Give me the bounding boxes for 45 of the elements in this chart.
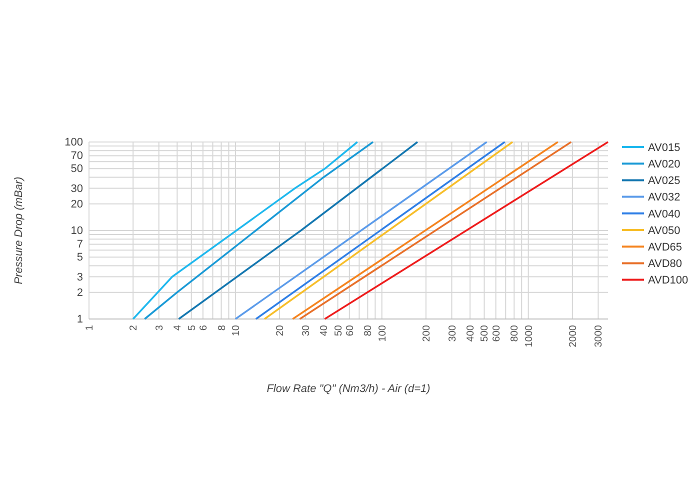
legend-label: AVD100 [648, 274, 688, 287]
x-tick-label: 10 [230, 324, 242, 336]
y-tick-label: 20 [70, 198, 83, 210]
x-tick-label: 1 [84, 324, 96, 331]
y-tick-label: 30 [70, 182, 83, 195]
x-tick-label: 30 [300, 324, 312, 336]
x-tick-label: 80 [363, 324, 374, 336]
x-tick-label: 2000 [568, 324, 579, 348]
y-tick-label: 7 [76, 238, 83, 251]
legend-label: AV025 [648, 175, 680, 188]
x-tick-label: 800 [510, 324, 521, 342]
x-tick-label: 20 [275, 324, 286, 336]
y-tick-label: 2 [76, 286, 83, 299]
x-tick-label: 300 [447, 324, 458, 342]
x-tick-label: 5 [186, 324, 198, 331]
legend-label: AVD80 [648, 258, 682, 270]
x-tick-label: 2 [128, 324, 140, 331]
x-tick-label: 3 [154, 324, 166, 331]
y-tick-label: 10 [70, 225, 83, 238]
x-tick-label: 500 [480, 324, 491, 342]
x-tick-label: 600 [491, 324, 502, 342]
y-tick-label: 5 [76, 252, 83, 264]
x-tick-label: 60 [344, 324, 356, 336]
y-tick-label: 70 [70, 150, 83, 162]
x-tick-label: 8 [216, 324, 228, 331]
x-tick-label: 200 [421, 324, 432, 342]
x-tick-label: 3000 [594, 324, 605, 348]
x-axis-title: Flow Rate "Q" (Nm3/h) - Air (d=1) [266, 383, 431, 395]
x-tick-label: 1000 [524, 324, 535, 348]
legend-label: AV050 [648, 224, 680, 237]
y-tick-label: 50 [70, 163, 83, 176]
x-tick-label: 4 [172, 324, 184, 331]
x-tick-label: 6 [198, 324, 210, 331]
legend-label: AV020 [648, 158, 680, 170]
x-tick-label: 40 [319, 324, 330, 336]
legend-label: AV040 [648, 208, 680, 220]
legend-label: AV015 [648, 142, 680, 154]
y-axis-title: Pressure Drop (mBar) [13, 176, 25, 284]
x-tick-label: 100 [377, 324, 388, 342]
y-tick-label: 3 [76, 271, 83, 284]
x-tick-label: 50 [333, 324, 344, 336]
legend-label: AV032 [648, 192, 680, 204]
x-tick-label: 400 [466, 324, 477, 342]
legend-label: AVD65 [648, 241, 682, 254]
y-tick-label: 100 [64, 136, 83, 149]
